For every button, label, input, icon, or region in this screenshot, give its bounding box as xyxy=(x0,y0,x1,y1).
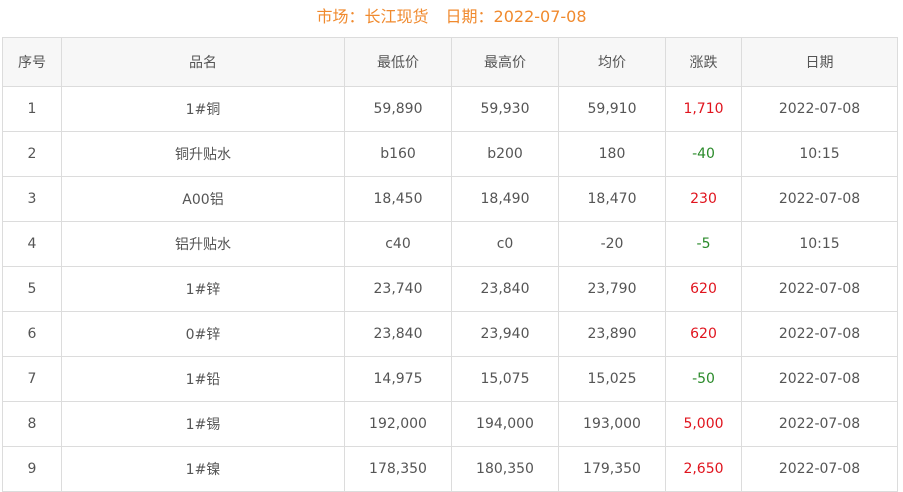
table-cell: c0 xyxy=(451,221,559,267)
table-cell: 194,000 xyxy=(451,401,559,447)
table-row: 2 铜升贴水 b160 b200 180 -40 10:15 xyxy=(2,131,898,177)
table-cell: 59,910 xyxy=(558,86,666,132)
table-cell: 5 xyxy=(2,266,62,312)
table-cell: 18,450 xyxy=(344,176,452,222)
table-cell: 23,740 xyxy=(344,266,452,312)
table-cell: 2022-07-08 xyxy=(741,311,898,357)
table-row: 1 1#铜 59,890 59,930 59,910 1,710 2022-07-08 xyxy=(2,86,898,132)
market-label: 市场：长江现货 xyxy=(316,7,429,26)
table-cell: c40 xyxy=(344,221,452,267)
table-cell: b200 xyxy=(451,131,559,177)
table-cell: -50 xyxy=(665,356,742,402)
column-header: 最高价 xyxy=(451,37,559,87)
table-cell: 2022-07-08 xyxy=(741,446,898,492)
page-title: 市场：长江现货 日期：2022-07-08 xyxy=(0,0,903,37)
table-cell: 铝升贴水 xyxy=(61,221,345,267)
price-table: 序号 品名 最低价 最高价 均价 涨跌 日期 1 1#铜 59,890 59,930 59,910 1… xyxy=(2,37,898,492)
column-header: 最低价 xyxy=(344,37,452,87)
table-cell: 180,350 xyxy=(451,446,559,492)
table-cell: 18,490 xyxy=(451,176,559,222)
table-cell: 23,890 xyxy=(558,311,666,357)
table-row: 7 1#铅 14,975 15,075 15,025 -50 2022-07-08 xyxy=(2,356,898,402)
table-cell: 2022-07-08 xyxy=(741,401,898,447)
table-row: 8 1#锡 192,000 194,000 193,000 5,000 2022-07-08 xyxy=(2,401,898,447)
table-cell: 4 xyxy=(2,221,62,267)
table-cell: -40 xyxy=(665,131,742,177)
column-header: 序号 xyxy=(2,37,62,87)
table-row: 3 A00铝 18,450 18,490 18,470 230 2022-07-08 xyxy=(2,176,898,222)
table-cell: 23,940 xyxy=(451,311,559,357)
table-cell: -5 xyxy=(665,221,742,267)
table-cell: 1#锡 xyxy=(61,401,345,447)
table-cell: 620 xyxy=(665,266,742,312)
table-cell: 15,025 xyxy=(558,356,666,402)
table-cell: 23,840 xyxy=(344,311,452,357)
table-cell: b160 xyxy=(344,131,452,177)
table-cell: 2022-07-08 xyxy=(741,86,898,132)
table-header: 序号 品名 最低价 最高价 均价 涨跌 日期 xyxy=(2,37,898,87)
table-cell: 3 xyxy=(2,176,62,222)
column-header: 涨跌 xyxy=(665,37,742,87)
table-cell: A00铝 xyxy=(61,176,345,222)
table-cell: 59,890 xyxy=(344,86,452,132)
table-cell: 59,930 xyxy=(451,86,559,132)
column-header: 均价 xyxy=(558,37,666,87)
table-cell: 1 xyxy=(2,86,62,132)
table-cell: 18,470 xyxy=(558,176,666,222)
table-cell: 1#锌 xyxy=(61,266,345,312)
table-cell: 0#锌 xyxy=(61,311,345,357)
table-cell: 6 xyxy=(2,311,62,357)
date-label: 日期：2022-07-08 xyxy=(445,7,587,26)
table-cell: 1#镍 xyxy=(61,446,345,492)
table-cell: 178,350 xyxy=(344,446,452,492)
table-cell: 1,710 xyxy=(665,86,742,132)
table-cell: 180 xyxy=(558,131,666,177)
table-cell: 14,975 xyxy=(344,356,452,402)
table-row: 4 铝升贴水 c40 c0 -20 -5 10:15 xyxy=(2,221,898,267)
table-row: 5 1#锌 23,740 23,840 23,790 620 2022-07-08 xyxy=(2,266,898,312)
column-header: 日期 xyxy=(741,37,898,87)
table-cell: 23,840 xyxy=(451,266,559,312)
table-cell: 铜升贴水 xyxy=(61,131,345,177)
table-cell: 5,000 xyxy=(665,401,742,447)
table-cell: 2022-07-08 xyxy=(741,356,898,402)
table-cell: 10:15 xyxy=(741,221,898,267)
column-header: 品名 xyxy=(61,37,345,87)
table-cell: 620 xyxy=(665,311,742,357)
table-cell: 2022-07-08 xyxy=(741,176,898,222)
table-row: 6 0#锌 23,840 23,940 23,890 620 2022-07-08 xyxy=(2,311,898,357)
table-cell: 23,790 xyxy=(558,266,666,312)
table-cell: 230 xyxy=(665,176,742,222)
table-cell: 193,000 xyxy=(558,401,666,447)
table-cell: 8 xyxy=(2,401,62,447)
table-cell: 192,000 xyxy=(344,401,452,447)
table-cell: 10:15 xyxy=(741,131,898,177)
table-cell: 2,650 xyxy=(665,446,742,492)
table-cell: 9 xyxy=(2,446,62,492)
table-cell: 2 xyxy=(2,131,62,177)
table-cell: 7 xyxy=(2,356,62,402)
table-cell: 15,075 xyxy=(451,356,559,402)
table-cell: 1#铅 xyxy=(61,356,345,402)
table-cell: 179,350 xyxy=(558,446,666,492)
table-cell: 2022-07-08 xyxy=(741,266,898,312)
table-cell: -20 xyxy=(558,221,666,267)
table-row: 9 1#镍 178,350 180,350 179,350 2,650 2022-07-08 xyxy=(2,446,898,492)
table-cell: 1#铜 xyxy=(61,86,345,132)
